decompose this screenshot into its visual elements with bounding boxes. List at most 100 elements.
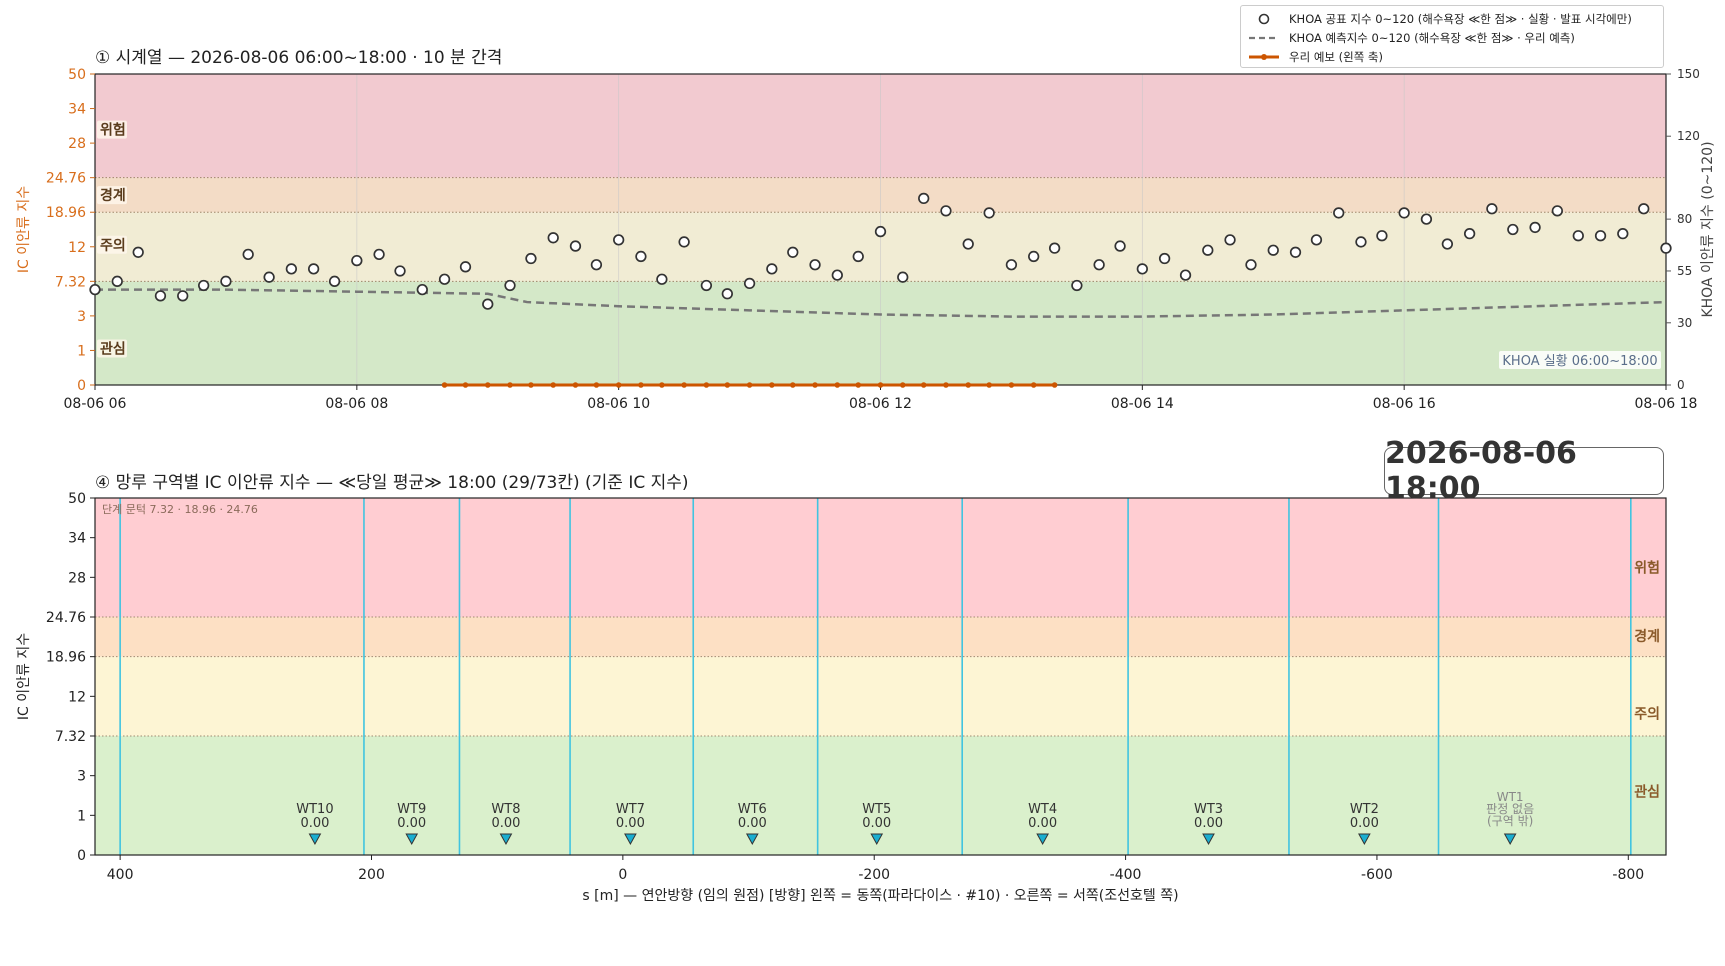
y2-tick-label: 120 (1677, 129, 1700, 143)
y-tick-label: 7.32 (55, 274, 86, 290)
khoa-observed-point (1310, 234, 1323, 246)
khoa-observed-point (482, 298, 494, 310)
khoa-observed-point (307, 263, 320, 275)
khoa-observed-point (1114, 240, 1126, 252)
khoa-observed-point (1179, 269, 1192, 281)
khoa-observed-point (198, 279, 210, 292)
khoa-observed-point (1245, 259, 1257, 271)
zone-value: 0.00 (397, 816, 426, 831)
zone-label: WT1 (1497, 790, 1524, 804)
y-tick-label: 50 (68, 491, 86, 507)
orange-line-icon (1247, 50, 1281, 64)
zone-marker (870, 833, 884, 846)
band-2 (95, 617, 1666, 657)
khoa-observed-point (569, 240, 582, 252)
band-label-bg (97, 339, 127, 358)
x-tick-label: 08-06 14 (1111, 396, 1174, 412)
y2-tick-label: 30 (1677, 316, 1692, 330)
legend-item-our-forecast: 우리 예보 (왼쪽 축) (1247, 47, 1657, 66)
y-tick-label: 3 (77, 769, 86, 785)
our-forecast-point (681, 382, 687, 388)
khoa-observed-point (1267, 244, 1279, 256)
khoa-observed-point (613, 234, 625, 246)
zone-label: WT10 (296, 802, 333, 817)
y-tick-label: 34 (68, 102, 86, 118)
our-forecast-point (920, 382, 927, 388)
zone-value: 0.00 (616, 816, 645, 831)
khoa-observed-point (111, 275, 123, 287)
khoa-observed-point (394, 265, 406, 277)
khoa-observed-point (1028, 250, 1040, 263)
khoa-observed-point (89, 283, 101, 296)
zone-marker (624, 833, 637, 846)
khoa-observed-point (351, 254, 363, 267)
khoa-observed-point (635, 250, 647, 263)
x-tick-label: -800 (1612, 867, 1644, 883)
zone-label: WT8 (491, 802, 520, 817)
our-forecast-point (943, 382, 949, 388)
zone-label: WT5 (862, 802, 891, 817)
zone-marker (308, 833, 322, 846)
zone-marker (1202, 833, 1215, 846)
our-forecast-point (659, 382, 665, 388)
y-tick-label: 28 (68, 136, 86, 152)
band-label: 경계 (1634, 628, 1660, 645)
our-forecast-point (769, 382, 775, 388)
zone-value: 0.00 (1194, 816, 1223, 831)
zone-marker (405, 833, 419, 846)
khoa-observed-point (1638, 203, 1650, 215)
our-forecast-point (877, 382, 884, 388)
band-label: 위험 (100, 122, 126, 139)
no-judgement-text: 판정 없음 (1486, 802, 1534, 816)
khoa-observed-point (983, 207, 995, 219)
khoa-observed-point (1398, 207, 1410, 219)
khoa-observed-point (547, 232, 559, 244)
khoa-observed-point (766, 263, 778, 275)
legend-item-khoa-observed: KHOA 공표 지수 0~120 (해수욕장 ≪한 점≫ · 실황 · 발표 시… (1247, 9, 1657, 28)
khoa-observed-point (438, 273, 451, 285)
y-tick-label: 3 (77, 309, 86, 325)
y-tick-label: 0 (77, 848, 86, 864)
khoa-observed-point (852, 250, 864, 263)
khoa-observed-point (897, 271, 909, 283)
khoa-observed-point (220, 275, 232, 287)
plot-frame (94, 497, 1667, 856)
khoa-observed-point (1355, 236, 1367, 248)
khoa-observed-point (1529, 221, 1541, 234)
y2-tick-label: 80 (1677, 212, 1692, 226)
y-tick-label: 1 (77, 808, 86, 824)
khoa-observed-point (831, 269, 843, 281)
y-tick-label: 0 (77, 378, 86, 394)
y-tick-label: 1 (77, 343, 86, 359)
y2-tick-label: 0 (1677, 378, 1685, 392)
y-axis-label: IC 이안류 지수 (16, 633, 32, 720)
zone-marker (499, 833, 513, 846)
legend: KHOA 공표 지수 0~120 (해수욕장 ≪한 점≫ · 실황 · 발표 시… (1240, 5, 1664, 68)
zone-marker (745, 833, 759, 846)
our-forecast-point (812, 382, 818, 388)
khoa-observed-point (285, 263, 298, 275)
khoa-observed-point (1420, 213, 1433, 225)
y-tick-label: 18.96 (46, 650, 86, 666)
band-label-bg (97, 186, 127, 205)
khoa-observed-point (1551, 205, 1563, 217)
our-forecast-point (1008, 382, 1015, 388)
our-forecast-point (572, 382, 579, 388)
hollow-circle-icon (1247, 12, 1281, 26)
our-forecast-point (484, 382, 491, 388)
zone-marker (1036, 833, 1049, 846)
timestamp-stamp: 2026-08-06 18:00 (1384, 436, 1664, 506)
x-tick-label: -600 (1361, 867, 1393, 883)
khoa-observed-point (263, 271, 275, 283)
khoa-observed-point (1333, 207, 1345, 219)
our-forecast-point (746, 382, 753, 388)
y-tick-label: 7.32 (55, 729, 86, 745)
y2-tick-label: 55 (1677, 264, 1692, 278)
our-forecast-point (965, 382, 972, 388)
annotation: KHOA 실황 06:00~18:00 (1502, 354, 1657, 369)
zone-label: WT7 (616, 802, 645, 817)
zone-value: 0.00 (1028, 816, 1057, 831)
our-forecast-point (703, 382, 710, 388)
khoa-observed-point (242, 248, 254, 261)
khoa-observed-point (809, 259, 821, 271)
